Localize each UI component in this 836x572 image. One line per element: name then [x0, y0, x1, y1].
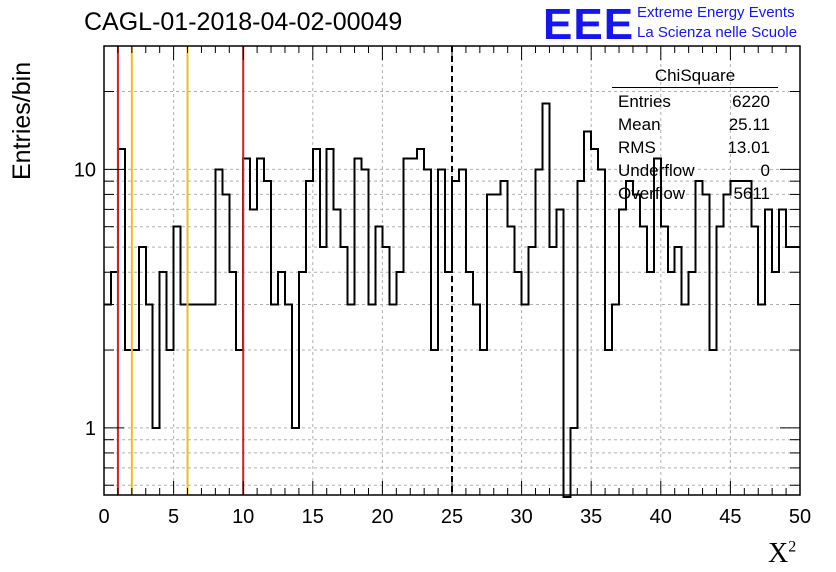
stats-box: ChiSquare Entries 6220 Mean 25.11 RMS 13… — [612, 66, 778, 205]
stat-key: Underflow — [618, 161, 695, 180]
stats-title: ChiSquare — [612, 66, 778, 88]
stat-row-rms: RMS 13.01 — [612, 136, 778, 159]
stat-row-entries: Entries 6220 — [612, 90, 778, 113]
stat-row-underflow: Underflow 0 — [612, 159, 778, 182]
logo-line-1: Extreme Energy Events — [637, 4, 795, 21]
x-tick-label: 50 — [789, 506, 811, 528]
stat-row-mean: Mean 25.11 — [612, 113, 778, 136]
x-tick-label: 15 — [302, 506, 324, 528]
x-tick-label: 25 — [441, 506, 463, 528]
y-axis-label: Entries/bin — [8, 61, 36, 180]
stat-value: 5611 — [733, 184, 770, 203]
stat-key: RMS — [618, 138, 656, 157]
y-tick-label: 10 — [74, 159, 96, 181]
stat-value: 0 — [760, 161, 770, 180]
chart-title: CAGL-01-2018-04-02-00049 — [84, 8, 403, 36]
eee-logo: EEE — [543, 0, 635, 49]
stat-value: 25.11 — [728, 115, 770, 134]
x-tick-label: 40 — [650, 506, 672, 528]
stat-key: Entries — [618, 92, 671, 111]
x-tick-label: 10 — [232, 506, 254, 528]
x-tick-label: 35 — [580, 506, 602, 528]
x-axis-label: X2 — [768, 538, 797, 569]
x-tick-label: 0 — [98, 506, 109, 528]
histogram-step-line — [104, 102, 800, 498]
x-tick-label: 20 — [371, 506, 393, 528]
stat-value: 6220 — [732, 92, 770, 111]
stat-key: Mean — [618, 115, 661, 134]
x-tick-label: 30 — [510, 506, 532, 528]
stat-value: 13.01 — [727, 138, 770, 157]
stat-row-overflow: Overflow 5611 — [612, 182, 778, 205]
y-tick-label: 1 — [85, 418, 96, 440]
logo-line-2: La Scienza nelle Scuole — [637, 24, 798, 41]
x-tick-label: 5 — [168, 506, 179, 528]
stat-key: Overflow — [618, 184, 686, 203]
x-tick-label: 45 — [719, 506, 741, 528]
